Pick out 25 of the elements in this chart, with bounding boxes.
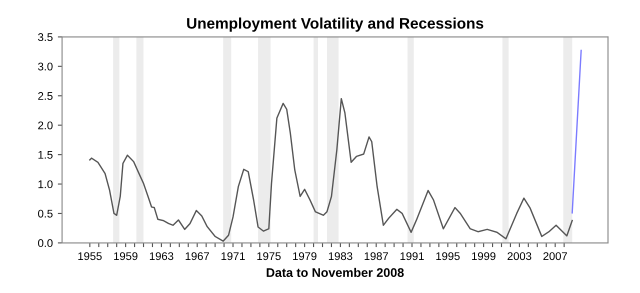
chart-title: Unemployment Volatility and Recessions: [187, 18, 484, 32]
x-tick-label: 1955: [78, 252, 102, 260]
line-series: [89, 98, 573, 242]
x-tick-label: 1983: [328, 252, 352, 260]
x-tick-label: 1967: [186, 252, 210, 260]
y-tick-label: 0.5: [38, 210, 53, 218]
x-tick-label: 1979: [293, 252, 316, 260]
y-tick-label: 0.0: [38, 239, 53, 248]
y-tick-label: 3.5: [38, 33, 53, 42]
y-tick-label: 1.5: [38, 151, 53, 159]
x-tick-label: 1963: [150, 252, 174, 260]
x-tick-label: 1971: [222, 252, 245, 260]
x-tick-label: 2003: [508, 252, 532, 260]
x-tick-label: 1975: [257, 252, 281, 260]
y-tick-label: 1.0: [38, 180, 53, 188]
x-tick-label: 1959: [114, 252, 138, 260]
x-tick-label: 1987: [364, 252, 388, 260]
x-axis-title: Data to November 2008: [266, 268, 404, 278]
x-tick-label: 1991: [400, 252, 424, 260]
y-tick-label: 2.0: [38, 121, 53, 130]
x-tick-label: 1995: [436, 252, 460, 260]
x-tick-label: 2007: [543, 252, 567, 260]
x-tick-label: 1999: [472, 252, 496, 260]
y-tick-label: 2.5: [38, 92, 53, 100]
y-tick-label: 3.0: [38, 62, 53, 70]
